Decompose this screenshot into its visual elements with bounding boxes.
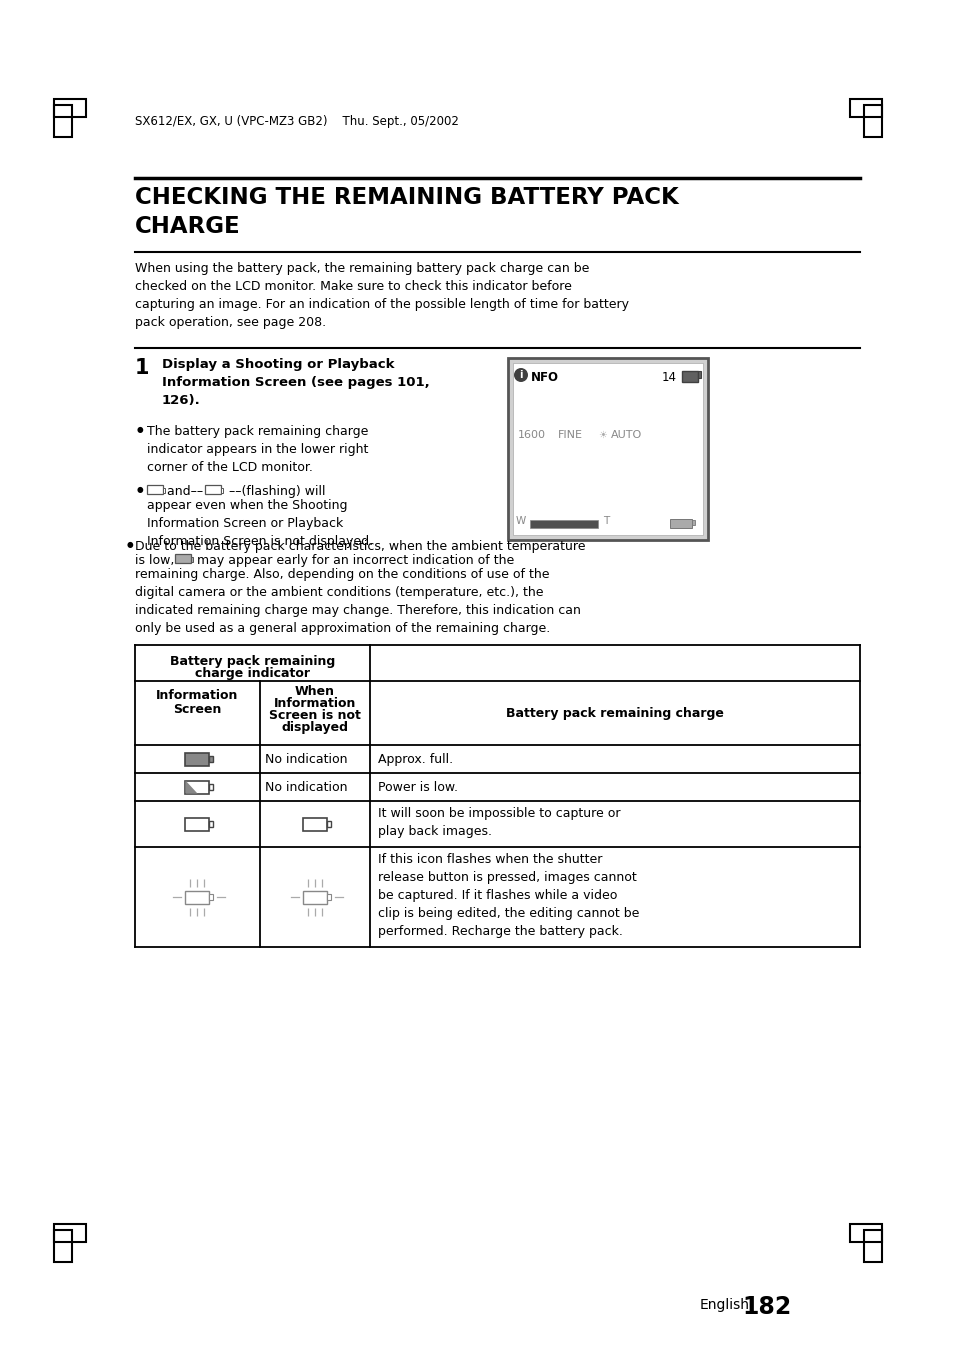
- Bar: [54, 1230, 71, 1261]
- Text: ●: ●: [137, 425, 144, 434]
- Bar: [185, 818, 210, 830]
- Bar: [191, 557, 193, 562]
- Bar: [54, 1224, 86, 1242]
- Text: Power is low.: Power is low.: [377, 781, 457, 794]
- Text: AUTO: AUTO: [610, 430, 641, 439]
- Bar: [54, 99, 86, 118]
- Bar: [530, 521, 598, 529]
- Bar: [849, 99, 882, 118]
- Text: 1600: 1600: [517, 430, 545, 439]
- Bar: [327, 894, 331, 899]
- Text: Due to the battery pack characteristics, when the ambient temperature: Due to the battery pack characteristics,…: [135, 539, 585, 553]
- Text: FINE: FINE: [558, 430, 582, 439]
- Bar: [210, 894, 213, 899]
- Polygon shape: [185, 780, 197, 794]
- Text: 1: 1: [135, 358, 150, 379]
- Bar: [669, 519, 691, 529]
- Text: It will soon be impossible to capture or
play back images.: It will soon be impossible to capture or…: [377, 807, 619, 838]
- Bar: [681, 370, 698, 383]
- Text: Information: Information: [274, 698, 355, 710]
- Text: ☀: ☀: [598, 430, 606, 439]
- Bar: [221, 488, 223, 493]
- Text: When: When: [294, 685, 335, 698]
- Bar: [205, 485, 221, 493]
- Text: English: English: [700, 1298, 749, 1311]
- Text: T: T: [602, 516, 609, 526]
- Bar: [863, 105, 882, 137]
- Circle shape: [514, 368, 527, 383]
- Text: W: W: [516, 516, 526, 526]
- Text: charge indicator: charge indicator: [194, 667, 310, 680]
- Text: ––(flashing) will: ––(flashing) will: [225, 485, 325, 498]
- Bar: [303, 891, 327, 903]
- Text: Battery pack remaining charge: Battery pack remaining charge: [505, 707, 723, 719]
- Bar: [185, 753, 210, 765]
- Bar: [327, 821, 331, 826]
- Text: i: i: [518, 370, 522, 380]
- Text: remaining charge. Also, depending on the conditions of use of the
digital camera: remaining charge. Also, depending on the…: [135, 568, 580, 635]
- Bar: [507, 358, 707, 539]
- Text: No indication: No indication: [265, 753, 347, 767]
- Text: Information: Information: [156, 690, 238, 702]
- Text: CHARGE: CHARGE: [135, 215, 240, 238]
- Bar: [185, 891, 210, 903]
- Bar: [513, 362, 702, 535]
- Text: NFO: NFO: [531, 370, 558, 384]
- Text: ●: ●: [127, 539, 133, 549]
- Text: Battery pack remaining: Battery pack remaining: [170, 654, 335, 668]
- Text: is low,: is low,: [135, 554, 174, 566]
- Text: may appear early for an incorrect indication of the: may appear early for an incorrect indica…: [196, 554, 514, 566]
- Bar: [210, 821, 213, 826]
- Text: The battery pack remaining charge
indicator appears in the lower right
corner of: The battery pack remaining charge indica…: [147, 425, 368, 475]
- Bar: [185, 780, 210, 794]
- Bar: [303, 818, 327, 830]
- Text: SX612/EX, GX, U (VPC-MZ3 GB2)    Thu. Sept., 05/2002: SX612/EX, GX, U (VPC-MZ3 GB2) Thu. Sept.…: [135, 115, 458, 128]
- Text: appear even when the Shooting
Information Screen or Playback
Information Screen : appear even when the Shooting Informatio…: [147, 499, 373, 548]
- Text: If this icon flashes when the shutter
release button is pressed, images cannot
b: If this icon flashes when the shutter re…: [377, 853, 639, 938]
- Bar: [174, 554, 191, 562]
- Text: When using the battery pack, the remaining battery pack charge can be
checked on: When using the battery pack, the remaini…: [135, 262, 628, 329]
- Text: Screen: Screen: [173, 703, 221, 717]
- Text: CHECKING THE REMAINING BATTERY PACK: CHECKING THE REMAINING BATTERY PACK: [135, 187, 678, 210]
- Text: and––: and––: [167, 485, 207, 498]
- Bar: [691, 521, 695, 525]
- Bar: [698, 370, 700, 379]
- Text: displayed: displayed: [281, 721, 348, 734]
- Bar: [210, 756, 213, 761]
- Bar: [849, 1224, 882, 1242]
- Text: Screen is not: Screen is not: [269, 708, 360, 722]
- Bar: [863, 1230, 882, 1261]
- Bar: [163, 488, 165, 493]
- Text: 14: 14: [661, 370, 677, 384]
- Text: Display a Shooting or Playback
Information Screen (see pages 101,
126).: Display a Shooting or Playback Informati…: [162, 358, 429, 407]
- Bar: [54, 105, 71, 137]
- Bar: [210, 784, 213, 790]
- Text: No indication: No indication: [265, 781, 347, 794]
- Text: Approx. full.: Approx. full.: [377, 753, 453, 767]
- Text: 182: 182: [741, 1295, 790, 1320]
- Text: ●: ●: [137, 485, 144, 493]
- Bar: [147, 485, 163, 493]
